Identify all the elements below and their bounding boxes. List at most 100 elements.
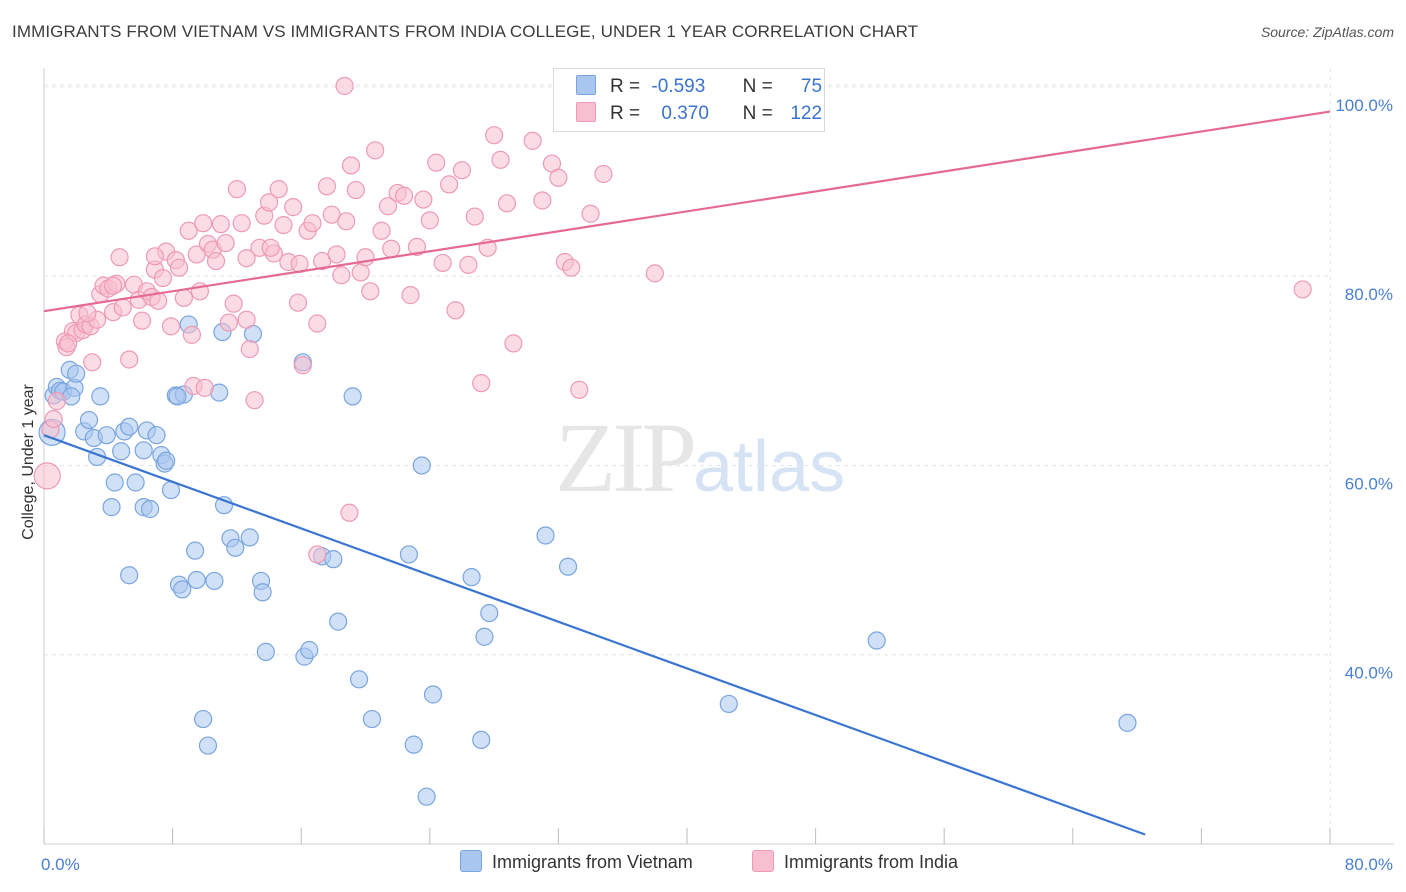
india-point-120 — [237, 249, 256, 268]
vietnam-legend-swatch — [460, 850, 482, 872]
india-point-85 — [433, 253, 452, 273]
india-point-68 — [332, 266, 351, 285]
stats-legend: R = -0.593 N = 75 R = 0.370 N = 122 — [553, 68, 825, 132]
india-point-43 — [216, 233, 235, 253]
vietnam-point-57 — [362, 709, 382, 729]
vietnam-r-value: -0.593 — [651, 76, 706, 97]
india-point-20 — [120, 350, 139, 369]
axis-layer — [43, 68, 1394, 845]
india-point-93 — [485, 126, 504, 145]
india-point-46 — [227, 180, 246, 199]
point-layer — [33, 76, 1312, 806]
india-point-82 — [414, 190, 433, 209]
legend-row-india: R = 0.370 N = 122 — [576, 102, 822, 128]
vietnam-point-17 — [112, 442, 131, 461]
india-point-103 — [570, 380, 589, 399]
india-point-2 — [44, 409, 63, 429]
legend-row-vietnam: R = -0.593 N = 75 — [576, 75, 822, 101]
vietnam-point-69 — [719, 694, 738, 714]
bottom-legend-vietnam: Immigrants from Vietnam — [460, 850, 693, 873]
vietnam-point-56 — [349, 670, 369, 689]
chart-title: IMMIGRANTS FROM VIETNAM VS IMMIGRANTS FR… — [12, 22, 919, 41]
vietnam-r-label: R = — [610, 76, 641, 97]
india-point-89 — [459, 255, 478, 274]
india-point-56 — [274, 215, 293, 235]
vietnam-point-38 — [205, 571, 224, 591]
india-point-28 — [153, 268, 173, 288]
vietnam-point-67 — [536, 526, 555, 545]
india-point-98 — [533, 191, 552, 210]
india-point-65 — [317, 177, 337, 196]
india-point-86 — [439, 175, 459, 194]
india-point-69 — [337, 212, 356, 231]
vietnam-point-48 — [256, 642, 275, 661]
vietnam-point-70 — [867, 631, 886, 650]
india-n-value: 122 — [790, 103, 823, 124]
india-point-87 — [446, 301, 465, 320]
india-point-75 — [366, 141, 385, 160]
y-tick-label-100: 100.0% — [1335, 96, 1393, 115]
watermark-zip: ZIP — [555, 402, 697, 513]
vietnam-point-51 — [300, 640, 319, 660]
india-point-116 — [83, 353, 102, 372]
india-point-106 — [645, 264, 664, 283]
india-point-48 — [237, 310, 256, 329]
india-point-71 — [346, 180, 365, 200]
india-point-118 — [261, 238, 280, 257]
label-layer: 40.0% 60.0% 80.0% 100.0% 0.0% 80.0% College, U… — [20, 96, 1393, 874]
india-point-19 — [113, 298, 132, 317]
vietnam-n-label: N = — [742, 76, 773, 97]
vietnam-point-68 — [558, 557, 578, 576]
india-point-34 — [179, 221, 198, 240]
india-legend-label: Immigrants from India — [784, 852, 959, 872]
india-point-18 — [110, 248, 129, 267]
vietnam-point-29 — [157, 451, 176, 470]
vietnam-point-63 — [462, 568, 481, 587]
y-tick-label-80: 80.0% — [1345, 285, 1393, 304]
india-point-104 — [581, 204, 600, 223]
india-point-30 — [161, 317, 181, 336]
vietnam-point-36 — [187, 570, 206, 590]
vietnam-point-64 — [472, 730, 491, 750]
india-point-77 — [378, 197, 398, 216]
india-point-108 — [335, 76, 354, 96]
india-point-112 — [195, 378, 214, 397]
india-point-79 — [394, 186, 414, 205]
india-point-49 — [240, 339, 259, 359]
vietnam-point-54 — [329, 612, 348, 631]
trend-layer — [43, 110, 1331, 836]
india-point-45 — [224, 294, 243, 313]
india-point-76 — [372, 221, 391, 240]
india-point-109 — [340, 503, 359, 522]
vietnam-point-24 — [140, 499, 160, 519]
india-point-0 — [33, 462, 61, 490]
india-point-42 — [211, 215, 230, 234]
vietnam-point-55 — [343, 387, 362, 406]
india-point-55 — [269, 180, 288, 199]
vietnam-swatch — [576, 75, 596, 95]
india-point-32 — [169, 258, 189, 277]
vietnam-point-23 — [134, 441, 153, 460]
vietnam-trend-line — [43, 434, 1146, 836]
india-point-80 — [401, 286, 420, 305]
india-legend-swatch — [752, 850, 774, 872]
india-point-90 — [465, 207, 484, 226]
vietnam-point-62 — [423, 685, 443, 704]
bottom-legend-india: Immigrants from India — [752, 850, 958, 873]
india-r-label: R = — [610, 103, 641, 124]
india-point-47 — [232, 214, 251, 233]
india-point-41 — [206, 251, 226, 271]
vietnam-point-13 — [91, 387, 110, 406]
vietnam-point-66 — [480, 603, 499, 623]
india-point-58 — [284, 198, 303, 217]
india-point-27 — [149, 291, 168, 310]
vietnam-point-16 — [105, 473, 124, 492]
vietnam-point-53 — [324, 550, 343, 569]
india-point-74 — [361, 282, 380, 301]
vietnam-point-26 — [147, 426, 166, 445]
india-point-53 — [259, 193, 279, 212]
vietnam-point-35 — [186, 541, 205, 560]
vietnam-point-59 — [404, 735, 423, 754]
india-point-67 — [327, 245, 346, 264]
source-credit: Source: ZipAtlas.com — [1260, 24, 1394, 40]
